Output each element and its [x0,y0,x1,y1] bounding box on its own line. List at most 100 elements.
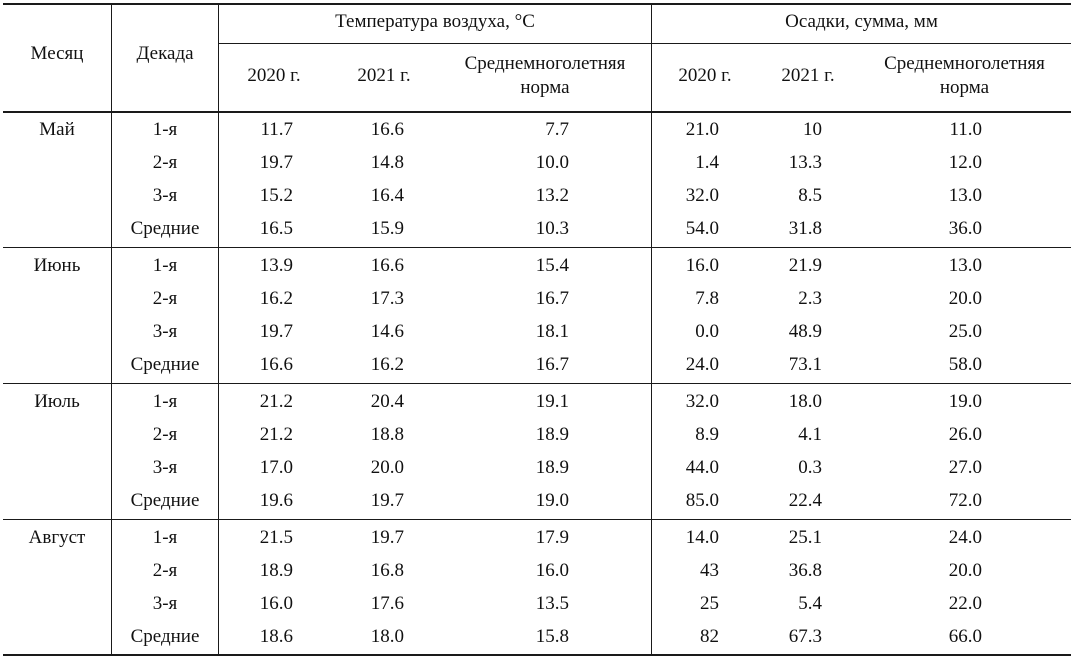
cell-temp-norm: 19.1 [535,391,569,412]
subheader-rule [218,43,1071,44]
cell-precip-2020: 24.0 [685,354,719,375]
cell-precip-norm: 66.0 [948,626,982,647]
cell-precip-norm: 13.0 [948,185,982,206]
header-temp-norm-line1: Среднемноголетняя [464,53,626,74]
cell-precip-norm: 20.0 [948,560,982,581]
cell-temp-2021: 14.6 [370,321,404,342]
cell-decade: 3-я [152,185,178,206]
cell-precip-2021: 73.1 [788,354,822,375]
cell-precip-2021: 21.9 [788,255,822,276]
cell-temp-2020: 18.6 [259,626,293,647]
cell-temp-norm: 10.3 [535,218,569,239]
cell-temp-2021: 19.7 [370,527,404,548]
cell-temp-2020: 19.7 [259,152,293,173]
cell-decade: 3-я [152,321,178,342]
cell-precip-2020: 1.4 [695,152,719,173]
cell-temp-2021: 15.9 [370,218,404,239]
cell-decade: Средние [130,490,200,511]
cell-month: Май [39,119,75,140]
header-temp-2021: 2021 г. [357,65,411,86]
top-rule [3,3,1071,5]
header-month: Месяц [30,43,84,64]
cell-temp-2020: 19.6 [259,490,293,511]
cell-decade: Средние [130,354,200,375]
cell-temp-2020: 11.7 [260,119,293,140]
cell-month: Август [28,527,86,548]
header-precip-2020: 2020 г. [678,65,732,86]
cell-temp-2021: 16.6 [370,119,404,140]
col-divider [651,3,652,656]
cell-temp-norm: 18.9 [535,457,569,478]
cell-precip-norm: 58.0 [948,354,982,375]
cell-decade: Средние [130,626,200,647]
header-precip-norm-line1: Среднемноголетняя [884,53,1045,74]
cell-temp-norm: 16.7 [535,354,569,375]
cell-precip-2020: 43 [700,560,719,581]
cell-precip-2020: 21.0 [685,119,719,140]
cell-temp-2020: 21.5 [259,527,293,548]
cell-temp-norm: 16.0 [535,560,569,581]
group-divider-rule [3,247,1071,248]
cell-temp-2021: 16.2 [370,354,404,375]
cell-temp-2020: 16.5 [259,218,293,239]
cell-temp-2021: 16.6 [370,255,404,276]
cell-temp-2021: 20.4 [370,391,404,412]
cell-decade: 2-я [152,424,178,445]
cell-temp-2020: 16.6 [259,354,293,375]
cell-precip-2020: 8.9 [695,424,719,445]
cell-temp-2021: 18.8 [370,424,404,445]
cell-decade: 2-я [152,152,178,173]
cell-precip-2021: 25.1 [788,527,822,548]
header-precip-norm: Среднемноголетняя норма [858,52,1071,100]
header-temp-norm: Среднемноголетняя норма [439,52,651,100]
cell-decade: 1-я [152,255,178,276]
cell-temp-2020: 16.2 [259,288,293,309]
col-divider [218,3,219,656]
header-temp-norm-line2: норма [520,77,570,98]
cell-precip-norm: 11.0 [949,119,982,140]
cell-month: Июль [34,391,80,412]
cell-temp-norm: 16.7 [535,288,569,309]
cell-precip-2021: 8.5 [798,185,822,206]
cell-temp-2020: 13.9 [259,255,293,276]
cell-temp-2021: 20.0 [370,457,404,478]
cell-precip-2021: 0.3 [798,457,822,478]
cell-precip-2020: 54.0 [685,218,719,239]
cell-precip-norm: 20.0 [948,288,982,309]
cell-temp-2021: 19.7 [370,490,404,511]
cell-precip-norm: 22.0 [948,593,982,614]
cell-temp-norm: 10.0 [535,152,569,173]
cell-temp-norm: 13.5 [535,593,569,614]
cell-decade: 1-я [152,527,178,548]
cell-precip-2021: 4.1 [798,424,822,445]
cell-temp-2021: 18.0 [370,626,404,647]
cell-precip-norm: 13.0 [948,255,982,276]
cell-month: Июнь [33,255,81,276]
cell-precip-2021: 5.4 [798,593,822,614]
cell-precip-norm: 24.0 [948,527,982,548]
cell-precip-2020: 85.0 [685,490,719,511]
cell-precip-2021: 31.8 [788,218,822,239]
cell-decade: 1-я [152,391,178,412]
cell-temp-norm: 18.1 [535,321,569,342]
header-precip-2021: 2021 г. [781,65,835,86]
cell-temp-norm: 18.9 [535,424,569,445]
cell-precip-2021: 22.4 [788,490,822,511]
cell-precip-norm: 26.0 [948,424,982,445]
cell-precip-2020: 25 [700,593,719,614]
cell-temp-2020: 17.0 [259,457,293,478]
cell-temp-2020: 16.0 [259,593,293,614]
cell-temp-2020: 21.2 [259,424,293,445]
cell-precip-2021: 2.3 [798,288,822,309]
cell-precip-2021: 48.9 [788,321,822,342]
header-temperature: Температура воздуха, °C [335,11,535,32]
cell-precip-2020: 32.0 [685,185,719,206]
cell-precip-norm: 27.0 [948,457,982,478]
cell-precip-2021: 18.0 [788,391,822,412]
cell-decade: 1-я [152,119,178,140]
cell-precip-2021: 36.8 [788,560,822,581]
cell-precip-2020: 0.0 [695,321,719,342]
cell-precip-2020: 32.0 [685,391,719,412]
cell-precip-2020: 14.0 [685,527,719,548]
header-decade: Декада [136,43,194,64]
